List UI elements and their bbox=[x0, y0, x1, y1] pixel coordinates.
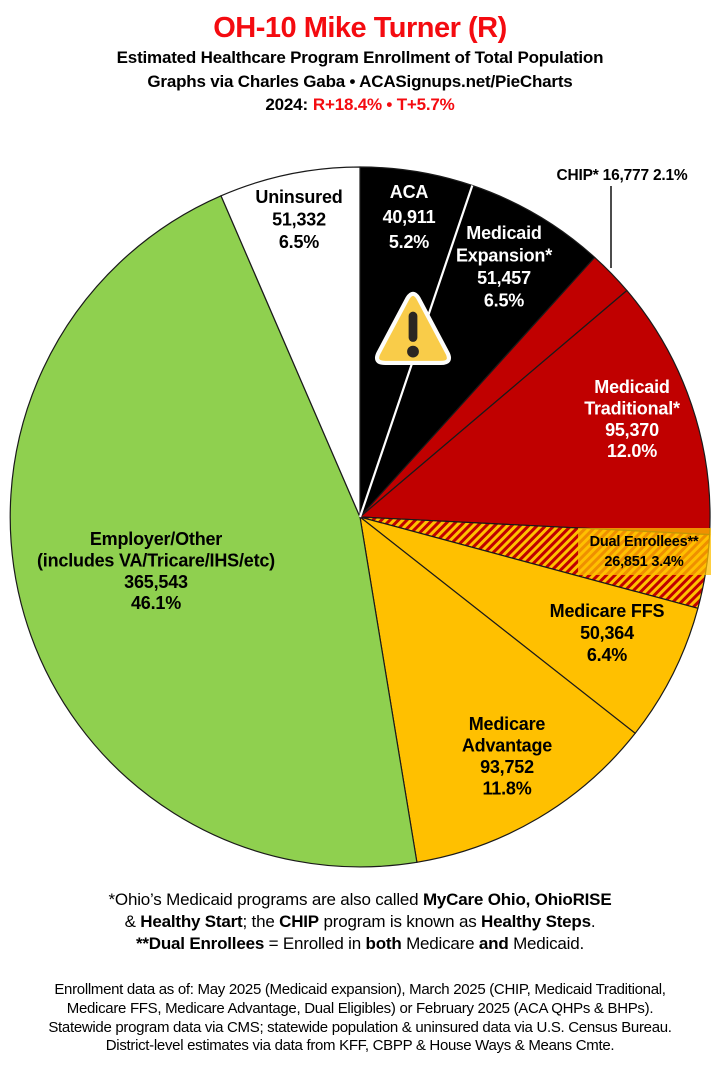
year-label: 2024: bbox=[265, 95, 308, 114]
footnote-text-segment: = Enrolled in bbox=[264, 934, 366, 953]
slice-label: Employer/Other (includes VA/Tricare/IHS/e… bbox=[37, 529, 275, 613]
footnote-bold-segment: CHIP bbox=[279, 912, 319, 931]
slice-label: Dual Enrollees** 26,851 3.4% bbox=[590, 534, 699, 570]
footnote-text-segment: Medicaid. bbox=[508, 934, 585, 953]
warning-exclamation-dot bbox=[407, 345, 419, 358]
source-footnote-line: Enrollment data as of: May 2025 (Medicai… bbox=[54, 981, 666, 998]
source-footnote-line: Statewide program data via CMS; statewid… bbox=[48, 1018, 672, 1036]
pie-slice-medicare-ffs bbox=[359, 516, 699, 734]
footnote-text-segment: ; the bbox=[242, 912, 280, 931]
header: OH-10 Mike Turner (R) Estimated Healthca… bbox=[0, 10, 720, 117]
partisan-lean-values: R+18.4% • T+5.7% bbox=[312, 95, 455, 114]
subtitle-line-1: Estimated Healthcare Program Enrollment … bbox=[116, 48, 604, 67]
footnote-text-segment: *Ohio’s Medicaid programs are also calle… bbox=[108, 890, 423, 909]
slice-label: Medicaid Traditional* 95,370 12.0% bbox=[584, 377, 680, 461]
subtitle-year-line: 2024: R+18.4% • T+5.7% bbox=[0, 93, 720, 117]
footnote-bold-segment: MyCare Ohio, OhioRISE bbox=[422, 890, 612, 909]
footnote-text-segment: program is known as bbox=[318, 912, 482, 931]
source-footnote-line: District-level estimates via data from K… bbox=[105, 1037, 615, 1055]
slice-label: Medicaid Expansion* 51,457 6.5% bbox=[456, 223, 552, 311]
pie-slice-medicaid-expansion bbox=[359, 184, 596, 518]
pie-slice-medicare-advantage bbox=[359, 516, 636, 863]
slice-label: ACA 40,911 5.2% bbox=[383, 182, 436, 252]
page-title: OH-10 Mike Turner (R) bbox=[213, 12, 507, 44]
program-footnote-line: *Ohio’s Medicaid programs are also calle… bbox=[0, 889, 720, 911]
footnote-text-segment: . bbox=[590, 912, 596, 931]
footnote-bold-segment: and bbox=[478, 934, 509, 953]
warning-exclamation-bar bbox=[408, 311, 418, 342]
footnote-text-segment: & bbox=[124, 912, 141, 931]
source-footnote-line: Medicare FFS, Medicare Advantage, Dual E… bbox=[66, 999, 654, 1017]
slice-label: Medicare FFS 50,364 6.4% bbox=[550, 601, 665, 665]
footnote-text-segment: Medicare bbox=[401, 934, 479, 953]
chip-callout-label: CHIP* 16,777 2.1% bbox=[556, 167, 687, 184]
pie-slice-uninsured bbox=[220, 166, 361, 518]
program-footnote-line: & Healthy Start; the CHIP program is kno… bbox=[0, 911, 720, 933]
footnote-bold-segment: Healthy Steps bbox=[481, 912, 591, 931]
footnote-bold-segment: Healthy Start bbox=[140, 912, 243, 931]
pie-slice-employer-other bbox=[9, 195, 418, 868]
program-footnote-line: **Dual Enrollees = Enrolled in both Medi… bbox=[0, 933, 720, 955]
pie-slice-medicaid-traditional bbox=[359, 289, 711, 536]
footnote-bold-segment: **Dual Enrollees bbox=[135, 934, 265, 953]
footnote-bold-segment: both bbox=[365, 934, 402, 953]
program-footnote: *Ohio’s Medicaid programs are also calle… bbox=[0, 889, 720, 955]
subtitle-line-2: Graphs via Charles Gaba • ACASignups.net… bbox=[147, 71, 573, 91]
label-backdrop bbox=[578, 528, 711, 575]
warning-icon bbox=[374, 291, 452, 366]
slice-label: Medicare Advantage 93,752 11.8% bbox=[462, 714, 552, 799]
source-footnote: Enrollment data as of: May 2025 (Medicai… bbox=[0, 981, 720, 1056]
slice-label: Uninsured 51,332 6.5% bbox=[255, 187, 342, 252]
